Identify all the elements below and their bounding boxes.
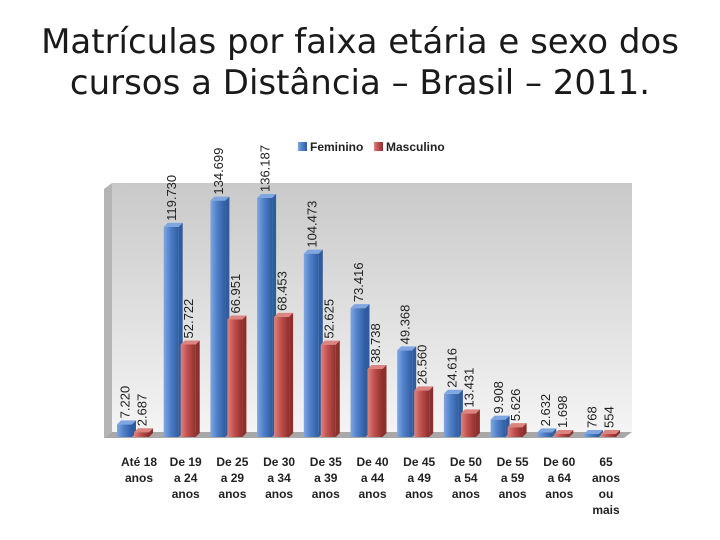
bar-masculino bbox=[601, 430, 620, 437]
category-label: De 40 a 44 anos bbox=[356, 455, 388, 501]
bar-masculino bbox=[507, 423, 527, 437]
bar-feminino bbox=[350, 304, 370, 437]
data-label-masculino: 5.626 bbox=[508, 389, 523, 422]
category-label: De 19 a 24 anos bbox=[170, 455, 202, 501]
title-line-2: cursos a Distância – Brasil – 2011. bbox=[69, 63, 651, 103]
data-label-masculino: 52.722 bbox=[181, 299, 196, 339]
data-label-masculino: 52.625 bbox=[321, 299, 336, 339]
data-label-masculino: 68.453 bbox=[275, 271, 290, 311]
bar-feminino bbox=[537, 428, 557, 437]
category-label: De 55 a 59 anos bbox=[497, 455, 529, 501]
category-label: De 50 a 54 anos bbox=[450, 455, 482, 501]
bar-masculino bbox=[227, 315, 247, 437]
data-label-feminino: 73.416 bbox=[351, 262, 366, 302]
data-label-masculino: 1.698 bbox=[555, 395, 570, 428]
legend-label-masculino: Masculino bbox=[386, 140, 445, 154]
bar-masculino bbox=[274, 312, 294, 437]
bar-feminino bbox=[397, 346, 417, 437]
bar-feminino bbox=[163, 222, 183, 437]
data-label-masculino: 26.560 bbox=[415, 345, 430, 385]
data-label-feminino: 7.220 bbox=[118, 386, 133, 419]
data-label-masculino: 13.431 bbox=[461, 368, 476, 408]
bar-feminino bbox=[117, 420, 136, 437]
category-label: De 45 a 49 anos bbox=[403, 455, 435, 501]
data-label-feminino: 24.616 bbox=[444, 348, 459, 388]
slide-title: Matrículas por faixa etária e sexo dos c… bbox=[0, 22, 720, 104]
bar-feminino bbox=[443, 389, 463, 437]
bar-feminino bbox=[584, 430, 603, 437]
bar-feminino bbox=[257, 194, 277, 437]
legend-label-feminino: Feminino bbox=[310, 140, 363, 154]
data-label-feminino: 134.699 bbox=[211, 148, 226, 195]
legend-swatch-masculino bbox=[374, 142, 383, 151]
bar-feminino bbox=[303, 249, 323, 437]
data-label-feminino: 136.187 bbox=[258, 145, 273, 192]
chart-side-wall bbox=[104, 183, 112, 438]
category-label: De 35 a 39 anos bbox=[310, 455, 342, 501]
category-label: De 60 a 64 anos bbox=[543, 455, 575, 501]
data-label-feminino: 9.908 bbox=[491, 381, 506, 414]
chart-legend: Feminino Masculino bbox=[298, 140, 445, 154]
bar-masculino bbox=[554, 430, 574, 437]
data-label-masculino: 554 bbox=[602, 406, 617, 428]
legend-swatch-feminino bbox=[298, 142, 307, 151]
data-label-feminino: 119.730 bbox=[164, 175, 179, 221]
category-label: De 30 a 34 anos bbox=[263, 455, 295, 501]
bar-feminino bbox=[490, 415, 510, 437]
bar-masculino bbox=[180, 340, 200, 437]
data-label-masculino: 66.951 bbox=[228, 274, 243, 314]
bar-masculino bbox=[134, 428, 153, 437]
data-label-feminino: 768 bbox=[585, 406, 600, 428]
data-label-masculino: 38.738 bbox=[368, 323, 383, 363]
bar-masculino bbox=[320, 340, 340, 437]
bar-feminino bbox=[210, 196, 230, 437]
bar-masculino bbox=[460, 409, 480, 437]
category-label: 65 anos ou mais bbox=[592, 455, 620, 517]
data-label-feminino: 49.368 bbox=[398, 305, 413, 345]
data-label-feminino: 2.632 bbox=[538, 394, 553, 427]
title-line-1: Matrículas por faixa etária e sexo dos bbox=[41, 22, 679, 62]
data-label-feminino: 104.473 bbox=[304, 201, 319, 248]
data-label-masculino: 2.687 bbox=[135, 394, 150, 427]
bar-masculino bbox=[414, 386, 434, 437]
bar-masculino bbox=[367, 365, 387, 437]
category-label: Até 18 anos bbox=[121, 455, 157, 485]
category-label: De 25 a 29 anos bbox=[216, 455, 248, 501]
